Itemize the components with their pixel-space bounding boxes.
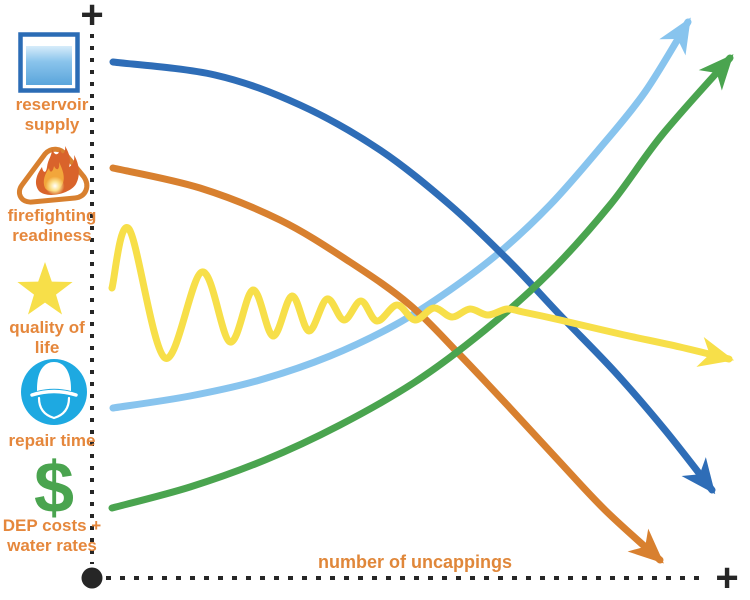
hard-hat-icon bbox=[21, 359, 87, 425]
legend-label-firefighting-readiness: firefighting readiness bbox=[7, 206, 97, 245]
curve-repair-time bbox=[109, 17, 692, 412]
star-icon bbox=[17, 262, 73, 315]
curve-firefighting-readiness bbox=[109, 164, 664, 564]
x-axis-plus: + bbox=[715, 556, 738, 600]
curve-reservoir-supply bbox=[109, 58, 716, 495]
axes: + + bbox=[80, 0, 738, 600]
water-tank-icon bbox=[18, 32, 80, 93]
flame-icon bbox=[16, 146, 90, 205]
origin-dot bbox=[81, 567, 103, 589]
legend-label-dep-costs: DEP costs + water rates bbox=[2, 516, 102, 555]
curve-quality-of-life bbox=[108, 224, 735, 367]
legend-label-repair-time: repair time bbox=[8, 431, 96, 450]
legend-label-quality-of-life: quality of life bbox=[9, 318, 85, 357]
legend-label-reservoir-supply: reservoir supply bbox=[15, 95, 89, 134]
curves bbox=[108, 17, 735, 564]
y-axis-plus: + bbox=[80, 0, 103, 37]
curve-dep-costs-water-rates bbox=[108, 54, 734, 512]
x-axis-label: number of uncappings bbox=[317, 552, 512, 572]
dollar-icon: $ bbox=[34, 448, 74, 528]
